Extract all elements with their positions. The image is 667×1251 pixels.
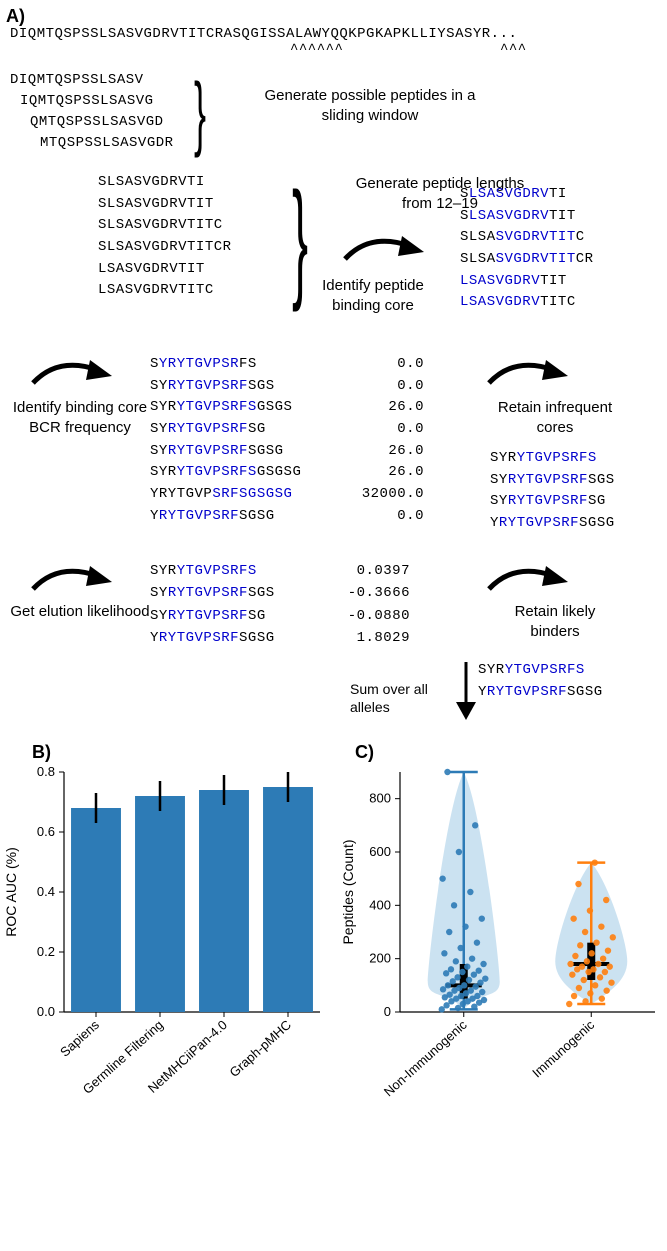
peptide-line: SLSASVGDRVTI [98,172,232,194]
svg-text:0.2: 0.2 [37,944,55,959]
peptide-row: SYRYTGVPSRFSG0.0 [150,419,430,441]
peptide-line: SLSASVGDRVTITC [98,215,232,237]
desc-retain-infreq: Retain infrequent cores [480,398,630,437]
svg-text:800: 800 [369,791,391,806]
peptide-row: YRYTGVPSRFSGSGSG32000.0 [150,484,430,506]
retain-infreq-block: SYRYTGVPSRFSSYRYTGVPSRFSGSSYRYTGVPSRFSGY… [490,448,615,535]
peptide-line: SLSASVGDRVTITCR [98,237,232,259]
caret-group-1: ^^^^^^ [290,42,343,58]
peptide-line: IQMTQSPSSLSASVG [10,91,174,112]
binding-core-block: SLSASVGDRVTISLSASVGDRVTITSLSASVGDRVTITCS… [460,184,594,314]
peptide-line: SLSASVGDRVTIT [98,194,232,216]
svg-text:Sapiens: Sapiens [57,1017,102,1060]
desc-binding-core: Identify peptide binding core [298,276,448,315]
peptide-row: SYRYTGVPSRFSGS0.0 [150,376,430,398]
svg-text:0: 0 [384,1004,391,1019]
arrow-4 [28,554,118,604]
svg-text:0.0: 0.0 [37,1004,55,1019]
bcr-freq-block: SYRYTGVPSRFS0.0SYRYTGVPSRFSGS0.0SYRYTGVP… [150,354,430,528]
peptide-line: SYRYTGVPSRFS [490,448,615,470]
svg-text:400: 400 [369,897,391,912]
caret-group-2: ^^^ [500,42,527,58]
peptide-line: LSASVGDRVTITC [460,292,594,314]
peptide-row: YRYTGVPSRFSGSG0.0 [150,506,430,528]
peptide-row: SYRYTGVPSRFSGS-0.3666 [150,582,410,604]
peptide-line: LSASVGDRVTIT [98,259,232,281]
peptide-row: YRYTGVPSRFSGSG1.8029 [150,627,410,649]
desc-sum-alleles: Sum over all alleles [350,680,460,716]
length-block: SLSASVGDRVTISLSASVGDRVTITSLSASVGDRVTITCS… [98,172,232,302]
svg-text:Graph-pMHC: Graph-pMHC [227,1017,294,1080]
sliding-window-block: DIQMTQSPSSLSASVIQMTQSPSSLSASVGQMTQSPSSLS… [10,70,174,154]
peptide-line: LSASVGDRVTIT [460,271,594,293]
peptide-line: SLSASVGDRVTITCR [460,249,594,271]
desc-bcr-freq: Identify binding core BCR frequency [10,398,150,437]
peptide-line: SLSASVGDRVTIT [460,206,594,228]
desc-sliding-window: Generate possible peptides in a sliding … [250,86,490,125]
desc-elution: Get elution likelihood [10,602,150,622]
peptide-row: SYRYTGVPSRFSGSGSG26.0 [150,462,430,484]
violin-chart: 0 200 400 600 800 Peptides (Count) Non-Immunog… [335,742,665,1242]
arrow-1 [340,224,430,274]
peptide-line: MTQSPSSLSASVGDR [10,133,174,154]
peptide-line: YRYTGVPSRFSGSG [478,682,603,704]
peptide-row: SYRYTGVPSRFS0.0 [150,354,430,376]
peptide-line: YRYTGVPSRFSGSG [490,513,615,535]
peptide-line: SYRYTGVPSRFS [478,660,603,682]
panel-a-label: A) [6,6,25,27]
peptide-row: SYRYTGVPSRFS0.0397 [150,560,410,582]
arrow-3 [484,348,574,398]
peptide-line: SYRYTGVPSRFSG [490,491,615,513]
arrow-2 [28,348,118,398]
bar-chart: 0.00.20.40.60.8ROC AUC (%)SapiensGermlin… [0,742,330,1242]
peptide-row: SYRYTGVPSRFSG-0.0880 [150,605,410,627]
peptide-line: SLSASVGDRVTITC [460,227,594,249]
peptide-row: SYRYTGVPSRFSGSG26.0 [150,441,430,463]
svg-text:200: 200 [369,951,391,966]
svg-text:0.6: 0.6 [37,824,55,839]
svg-text:600: 600 [369,844,391,859]
peptide-line: SLSASVGDRVTI [460,184,594,206]
peptide-line: QMTQSPSSLSASVGD [10,112,174,133]
desc-retain-binders: Retain likely binders [490,602,620,641]
arrow-down [452,662,480,722]
peptide-line: LSASVGDRVTITC [98,280,232,302]
svg-text:0.4: 0.4 [37,884,55,899]
svg-text:0.8: 0.8 [37,764,55,779]
top-sequence: DIQMTQSPSSLSASVGDRVTITCRASQGISSALAWYQQKP… [10,26,517,42]
arrow-5 [484,554,574,604]
svg-text:Non-Immunogenic: Non-Immunogenic [381,1017,470,1100]
peptide-line: DIQMTQSPSSLSASV [10,70,174,91]
retain-binders-block: SYRYTGVPSRFSYRYTGVPSRFSGSG [478,660,603,703]
brace-1: } [194,66,206,160]
peptide-row: SYRYTGVPSRFSGSGS26.0 [150,397,430,419]
svg-text:Peptides (Count): Peptides (Count) [340,839,356,944]
svg-text:ROC AUC (%): ROC AUC (%) [3,847,19,936]
svg-text:Immunogenic: Immunogenic [529,1017,597,1081]
peptide-line: SYRYTGVPSRFSGS [490,470,615,492]
elution-block: SYRYTGVPSRFS0.0397SYRYTGVPSRFSGS-0.3666S… [150,560,410,650]
